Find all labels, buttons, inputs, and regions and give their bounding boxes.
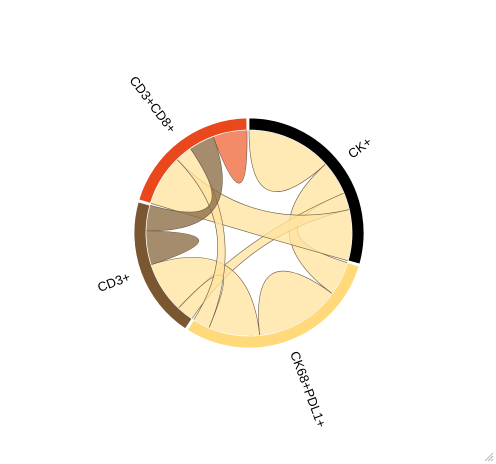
- group-arc-cd3-pos[interactable]: [133, 201, 193, 330]
- group-label-cd3-pos: CD3+: [95, 269, 132, 295]
- resize-grip-icon[interactable]: [482, 450, 494, 462]
- group-label-ck68-pospdl1-pos: CK68+PDL1+: [287, 349, 329, 429]
- group-arc-cd3-poscd8-pos[interactable]: [138, 117, 248, 204]
- group-arcs-layer: [133, 117, 365, 349]
- group-arc-ck68-pospdl1-pos[interactable]: [186, 262, 360, 349]
- group-label-cd3-poscd8-pos: CD3+CD8+: [127, 73, 180, 136]
- chords-layer: [145, 129, 353, 337]
- group-arc-ck-pos[interactable]: [248, 117, 365, 265]
- group-label-ck-pos: CK+: [345, 134, 375, 161]
